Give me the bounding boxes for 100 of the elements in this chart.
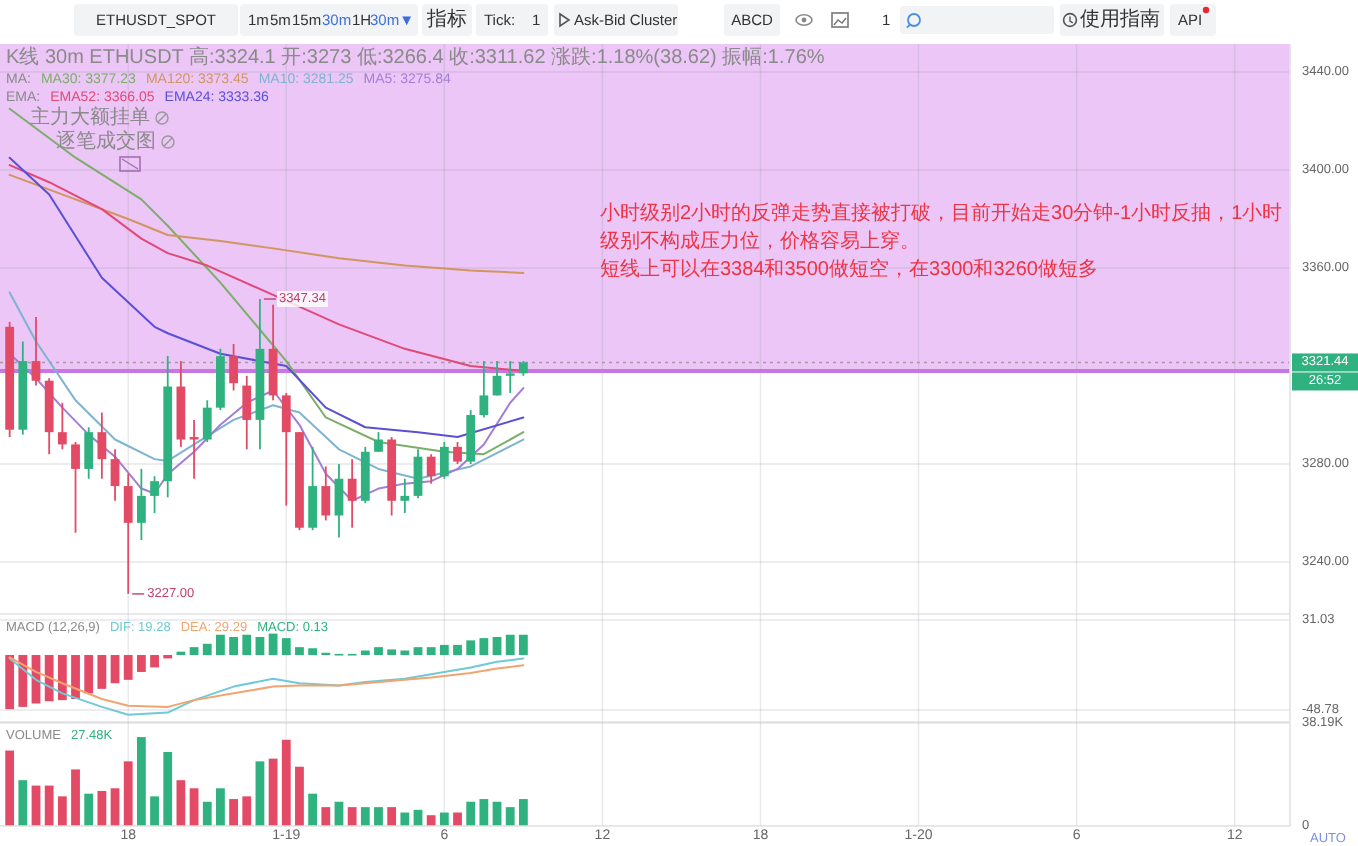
candlestick: [57, 401, 67, 451]
candlestick: [136, 468, 146, 541]
candlestick: [400, 477, 410, 514]
bar: [426, 647, 436, 656]
bar: [374, 647, 383, 656]
bar: [453, 644, 462, 656]
bar: [268, 758, 278, 826]
bar: [255, 637, 265, 656]
bar: [518, 634, 528, 656]
bar: [242, 796, 252, 826]
candlestick: [84, 426, 94, 480]
bar: [57, 655, 67, 701]
bar: [5, 750, 15, 826]
bar: [176, 780, 186, 826]
bar: [242, 634, 252, 656]
bar: [136, 737, 146, 826]
note: 短线上可以在3384和3500做短空，在3300和3260做短多: [600, 259, 1098, 281]
bar: [97, 790, 107, 826]
bar: [229, 637, 238, 656]
candlestick: [347, 458, 357, 529]
bar: [18, 655, 28, 707]
bar: [202, 643, 212, 656]
candlestick: [466, 409, 476, 465]
bar: [518, 799, 528, 826]
bar: [123, 761, 133, 826]
candlestick: [453, 441, 462, 465]
bar: [268, 633, 278, 656]
bar: [150, 796, 159, 826]
bar: [439, 812, 449, 826]
bar: [374, 807, 383, 826]
bar: [505, 634, 515, 656]
bar: [308, 648, 318, 656]
bar: [400, 650, 410, 656]
candlestick: [308, 445, 318, 532]
bar: [84, 655, 94, 694]
bar: [492, 637, 502, 656]
annotation: 逐笔成交图: [56, 129, 156, 153]
candlestick: [31, 316, 41, 387]
candlestick: [439, 441, 449, 480]
bar: [360, 650, 370, 656]
candlestick: [268, 303, 278, 402]
candlestick: [189, 419, 199, 480]
candlestick: [229, 343, 238, 392]
annotation: K线 30m ETHUSDT 高:3324.1 开:3273 低:3266.4 收:3311.62 涨跌:1.18%(38.62) 振幅:1.76%: [6, 45, 825, 69]
bar: [387, 807, 397, 826]
bar: [216, 634, 225, 656]
bar: [44, 655, 54, 702]
bar: [387, 649, 397, 656]
bar: [413, 647, 423, 656]
bar: [281, 638, 291, 656]
bar: [439, 644, 449, 656]
bar: [18, 780, 28, 826]
bar: [150, 655, 159, 668]
bar: [426, 815, 436, 826]
bar: [479, 799, 489, 826]
bar: [295, 647, 304, 656]
bar: [308, 793, 318, 826]
bar: [163, 751, 173, 826]
bar: [505, 807, 515, 826]
bar: [123, 655, 133, 680]
bar: [44, 785, 54, 826]
bar: [202, 801, 212, 826]
bar: [136, 655, 146, 672]
candlestick: [321, 465, 331, 522]
bar: [400, 812, 410, 826]
candlestick: [71, 441, 80, 534]
bar: [347, 807, 357, 826]
candlestick: [413, 448, 423, 500]
bar: [453, 812, 462, 826]
bar: [110, 655, 120, 684]
bar: [229, 799, 238, 826]
bar: [360, 807, 370, 826]
bar: [97, 655, 107, 689]
bar: [5, 655, 15, 710]
bar: [466, 640, 476, 656]
bar: [216, 788, 225, 826]
candlestick: [97, 411, 107, 480]
text: 使用指南: [1080, 7, 1160, 31]
bar: [466, 801, 476, 826]
candlestick: [202, 399, 212, 443]
candlestick: [505, 360, 515, 394]
bar: [321, 807, 331, 826]
bar: [479, 638, 489, 656]
bar: [189, 647, 199, 656]
candlestick: [374, 431, 383, 453]
bar: [84, 793, 94, 826]
note: 小时级别2小时的反弹走势直接被打破，目前开始走30分钟-1小时反抽，1小时级别不构成压力位，价格容易上穿。: [600, 203, 1283, 253]
bar: [57, 796, 67, 826]
candlestick: [110, 448, 120, 502]
candlestick: [123, 472, 133, 595]
bar: [281, 739, 291, 826]
candlestick: [479, 360, 489, 419]
bar: [295, 766, 304, 826]
candlestick: [242, 374, 252, 451]
candlestick: [426, 453, 436, 485]
bar: [71, 769, 80, 826]
annotation: 主力大额挂单: [30, 105, 150, 129]
candlestick: [150, 475, 159, 514]
candlestick: [281, 392, 291, 507]
bar: [255, 761, 265, 826]
